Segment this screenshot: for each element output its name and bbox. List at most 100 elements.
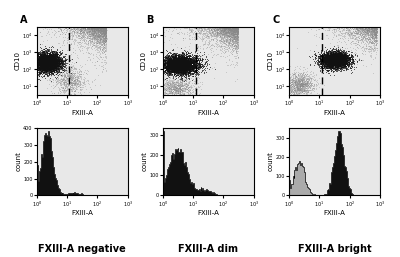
Point [34, 67, 41, 71]
Point [336, 56, 342, 60]
Point [342, 66, 348, 70]
Point [96, 26, 103, 31]
Point [325, 59, 331, 63]
Point [232, 38, 238, 42]
Point [234, 27, 241, 32]
Point [36, 56, 42, 60]
Point [201, 62, 207, 67]
Point [220, 25, 226, 29]
Point [221, 40, 227, 44]
Point [298, 82, 304, 86]
Point [366, 39, 373, 43]
Point [58, 59, 64, 63]
Point [352, 29, 358, 33]
Point [34, 66, 40, 70]
Point [79, 26, 86, 30]
Point [182, 68, 188, 72]
Point [100, 65, 106, 69]
Point [322, 57, 329, 61]
Point [164, 81, 170, 85]
Point [34, 61, 40, 66]
Point [338, 60, 344, 65]
Point [220, 25, 227, 29]
Point [164, 59, 171, 63]
Point [52, 61, 58, 66]
Point [339, 60, 345, 65]
Point [52, 58, 58, 62]
Point [168, 32, 175, 36]
Point [36, 64, 43, 68]
Point [80, 29, 86, 33]
Point [234, 30, 241, 34]
Point [353, 26, 360, 30]
Point [68, 85, 74, 89]
Point [48, 61, 54, 65]
Point [75, 56, 82, 60]
Point [364, 30, 370, 34]
Point [34, 55, 40, 59]
Point [166, 93, 172, 97]
Point [328, 59, 335, 63]
Point [218, 44, 225, 48]
Point [333, 63, 339, 68]
Point [102, 44, 108, 48]
Point [34, 62, 41, 67]
Point [48, 57, 55, 61]
Point [370, 28, 376, 32]
Point [334, 55, 340, 59]
Point [166, 61, 172, 65]
Point [94, 25, 101, 30]
Point [326, 64, 332, 68]
Point [364, 29, 370, 33]
Point [187, 84, 193, 88]
Point [88, 25, 94, 29]
Point [60, 61, 66, 65]
Point [55, 58, 61, 62]
Point [361, 34, 367, 38]
Point [221, 28, 227, 32]
Point [182, 52, 189, 56]
Point [326, 57, 332, 61]
Point [230, 37, 237, 41]
Point [95, 37, 101, 41]
Point [333, 60, 339, 64]
Point [77, 71, 84, 76]
Point [328, 58, 334, 62]
Point [176, 63, 182, 67]
Point [363, 39, 369, 43]
Point [97, 47, 103, 51]
Point [102, 60, 108, 64]
Point [50, 65, 56, 69]
Point [42, 60, 48, 65]
Point [348, 53, 354, 57]
Point [84, 58, 90, 62]
Point [182, 68, 188, 72]
Point [38, 56, 45, 60]
Point [325, 53, 331, 57]
Point [45, 63, 52, 67]
Point [233, 27, 239, 31]
Point [103, 39, 109, 43]
Point [45, 59, 51, 63]
Point [174, 67, 180, 71]
Point [96, 34, 102, 38]
Point [325, 54, 331, 58]
Point [335, 57, 341, 61]
Point [59, 28, 66, 32]
Point [330, 57, 337, 61]
Point [90, 46, 97, 50]
Point [48, 57, 54, 61]
Point [180, 61, 186, 65]
Point [56, 56, 62, 60]
Point [91, 31, 97, 35]
Point [226, 34, 232, 38]
Point [175, 86, 182, 90]
Point [306, 77, 312, 81]
Point [81, 30, 87, 34]
Point [99, 28, 106, 32]
Point [195, 80, 202, 85]
Point [359, 32, 365, 36]
Point [222, 26, 228, 31]
Point [172, 69, 179, 73]
Point [291, 90, 298, 95]
